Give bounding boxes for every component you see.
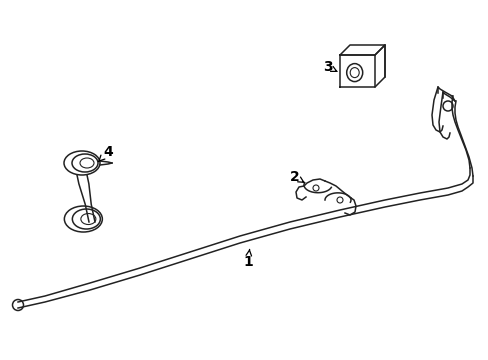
Text: 4: 4: [98, 145, 113, 162]
Text: 3: 3: [323, 60, 336, 74]
Text: 1: 1: [243, 249, 252, 269]
Text: 2: 2: [289, 170, 303, 184]
